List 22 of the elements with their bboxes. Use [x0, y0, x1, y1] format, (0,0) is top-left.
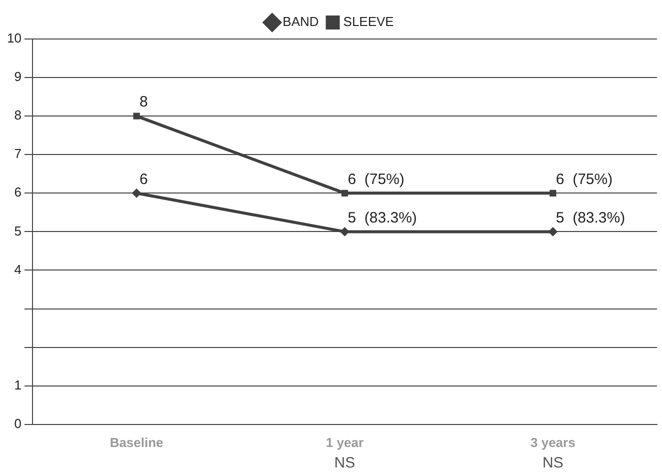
data-label: 5 (83.3%) [348, 209, 417, 226]
text: NS [542, 454, 564, 472]
x-tick-label: 3 years [530, 434, 576, 450]
y-tick-label: 7 [14, 146, 22, 162]
legend-label: BAND [282, 14, 319, 30]
legend-label: SLEEVE [343, 14, 394, 30]
x-tick-label: Baseline [110, 434, 164, 450]
x-tick-label: 1 year [326, 434, 364, 450]
y-tick-label: 5 [14, 223, 22, 238]
data-label: 8 [140, 94, 148, 111]
y-tick-label: 1 [14, 377, 22, 392]
y-tick-label: 8 [14, 108, 22, 123]
data-label: 6 [140, 170, 148, 188]
data-label: 5 (83.3%) [556, 209, 626, 226]
data-label: 6 (75%) [556, 170, 613, 188]
y-tick-label: 4 [14, 262, 22, 277]
y-tick-label: 6 [14, 184, 22, 200]
y-tick-label: 9 [14, 69, 22, 84]
data-label: 6 (75%) [348, 170, 404, 188]
y-tick-label: 0 [14, 416, 22, 431]
y-tick-label: 10 [6, 30, 22, 46]
text: NS [334, 454, 356, 472]
